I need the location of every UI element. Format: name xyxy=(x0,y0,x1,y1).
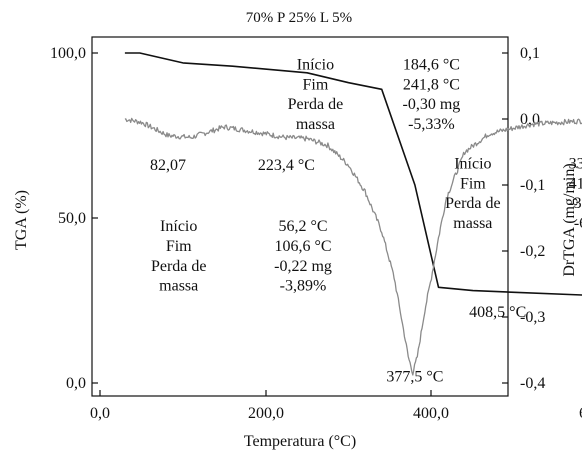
annotation-label: Fim xyxy=(166,238,192,255)
y-axis-right-label: DrTGA (mg/min) xyxy=(561,163,578,276)
x-axis-label: Temperatura (°C) xyxy=(244,433,356,450)
annotation-label: 334,7 °C xyxy=(569,156,582,173)
y-right-tick-label: 0,1 xyxy=(520,45,540,62)
annotation-label: Início xyxy=(160,218,197,235)
annotation-label: 82,07 xyxy=(150,157,186,174)
y-right-tick-label: -0,3 xyxy=(520,309,545,326)
annotation-label: 223,4 °C xyxy=(258,157,315,174)
tga-line xyxy=(124,52,582,296)
annotation-label: Início xyxy=(454,156,491,173)
annotation-label: 106,6 °C xyxy=(274,238,331,255)
annotation-label: -3,89% xyxy=(280,278,327,295)
annotation-label: 418,5 °C xyxy=(569,175,582,192)
y-right-tick-label: -0,4 xyxy=(520,375,545,392)
annotation-label: -66,2% xyxy=(574,215,582,232)
annotation-label: 377,5 °C xyxy=(386,368,443,385)
chart-title: 70% P 25% L 5% xyxy=(246,10,352,26)
plot-frame xyxy=(91,36,509,397)
annotation-label: 408,5 °C xyxy=(469,304,526,321)
x-tick-label: 200,0 xyxy=(248,405,284,422)
annotation-label: 56,2 °C xyxy=(278,218,327,235)
annotation-label: massa xyxy=(296,116,335,133)
x-tick-label: 400,0 xyxy=(413,405,449,422)
annotation-label: 184,6 °C xyxy=(403,57,460,74)
drtga-line xyxy=(124,117,582,376)
annotation-label: Perda de xyxy=(445,195,501,212)
annotation-label: -3,76 mg xyxy=(568,195,582,212)
annotation-label: Perda de xyxy=(288,96,344,113)
annotation-label: -0,30 mg xyxy=(403,96,461,113)
annotation-layer: Início 184,6 °C Fim 241,8 °C Perda de -0,30 m… xyxy=(150,57,582,386)
annotation-label: Perda de xyxy=(151,258,207,275)
x-tick-label: 600,0 xyxy=(579,405,582,422)
x-tick-label: 0,0 xyxy=(90,405,110,422)
y-right-tick-label: -0,2 xyxy=(520,243,545,260)
annotation-label: 241,8 °C xyxy=(403,76,460,93)
annotation-label: massa xyxy=(159,278,198,295)
y-left-tick-label: 50,0 xyxy=(58,210,86,227)
series-layer xyxy=(124,52,582,376)
y-left-tick-label: 100,0 xyxy=(50,45,86,62)
y-axis-left-label: TGA (%) xyxy=(13,190,30,250)
annotation-label: Início xyxy=(297,57,334,74)
annotation-label: Fim xyxy=(460,175,486,192)
annotation-label: Fim xyxy=(303,76,329,93)
y-right-tick-label: -0,1 xyxy=(520,177,545,194)
annotation-label: massa xyxy=(453,215,492,232)
annotation-label: -5,33% xyxy=(408,116,455,133)
annotation-label: -0,22 mg xyxy=(274,258,332,275)
y-left-tick-label: 0,0 xyxy=(66,375,86,392)
